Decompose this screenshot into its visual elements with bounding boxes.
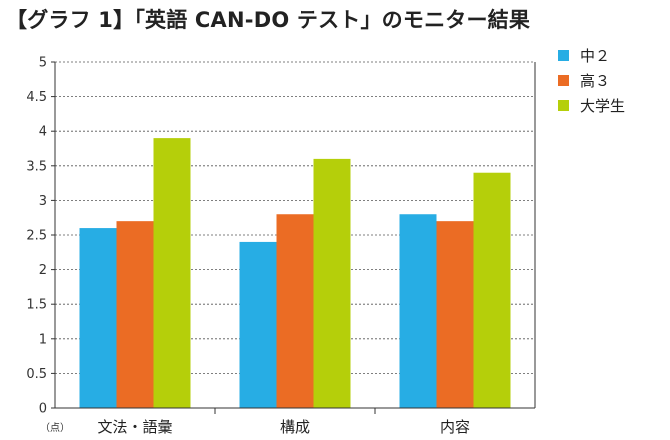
legend-label: 高３: [580, 72, 610, 90]
y-tick-label: 4: [39, 125, 47, 140]
bar: [436, 221, 474, 408]
y-tick-label: 2: [39, 263, 47, 278]
x-category-label: 構成: [280, 418, 310, 436]
legend-swatch: [558, 50, 569, 61]
y-tick-label: 4.5: [26, 90, 47, 105]
bar: [313, 158, 351, 408]
bar: [116, 221, 154, 408]
chart-title: 【グラフ 1】「英語 CAN-DO テスト」のモニター結果: [6, 8, 531, 32]
y-unit-label: （点）: [40, 422, 70, 434]
y-tick-label: 2.5: [26, 229, 47, 244]
legend: 中２ 高３ 大学生: [558, 47, 625, 115]
y-tick-label: 0: [39, 402, 47, 417]
bar: [153, 138, 191, 408]
y-tick-label: 3.5: [26, 159, 47, 174]
x-category-labels: 文法・語彙 構成 内容: [97, 418, 470, 436]
bar: [239, 241, 277, 408]
x-category-label: 内容: [440, 418, 470, 436]
bar: [473, 172, 511, 408]
bar: [79, 228, 117, 408]
bar: [399, 214, 437, 408]
legend-label: 大学生: [580, 97, 625, 115]
y-tick-label: 0.5: [26, 367, 47, 382]
y-tick-label: 1: [39, 332, 47, 347]
legend-swatch: [558, 75, 569, 86]
legend-label: 中２: [580, 47, 610, 65]
y-tick-label: 1.5: [26, 298, 47, 313]
x-category-label: 文法・語彙: [97, 418, 172, 436]
legend-swatch: [558, 100, 569, 111]
y-tick-label: 5: [39, 56, 47, 71]
y-tick-labels: 0 0.5 1 1.5 2 2.5 3 3.5 4 4.5 5: [26, 56, 47, 417]
y-tick-label: 3: [39, 194, 47, 209]
bar: [276, 214, 314, 408]
axes: [51, 61, 536, 414]
bars: [79, 138, 511, 408]
